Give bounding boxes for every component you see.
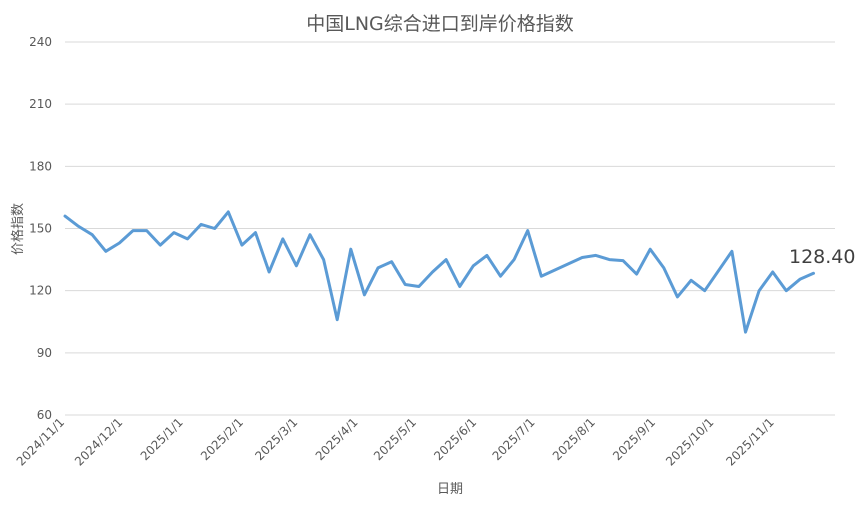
x-tick-label: 2025/4/1 <box>313 415 361 463</box>
y-axis-label: 价格指数 <box>10 203 26 255</box>
series-group <box>63 210 815 334</box>
y-axis-ticks: 60 90 120 150 180 210 240 <box>29 35 52 422</box>
x-tick-label: 2025/3/1 <box>252 415 300 463</box>
y-tick-label: 60 <box>37 408 52 422</box>
chart-title: 中国LNG综合进口到岸价格指数 <box>306 13 574 35</box>
x-tick-label: 2024/11/1 <box>14 415 67 468</box>
x-tick-label: 2025/11/1 <box>723 415 776 468</box>
y-tick-label: 150 <box>29 222 52 236</box>
end-value-label: 128.40 <box>789 246 855 268</box>
gridlines <box>65 41 835 416</box>
x-tick-label: 2025/9/1 <box>610 415 658 463</box>
series-line-0 <box>63 210 815 334</box>
x-tick-label: 2025/5/1 <box>371 415 419 463</box>
y-tick-label: 240 <box>29 35 52 49</box>
x-tick-label: 2024/12/1 <box>72 415 125 468</box>
x-tick-label: 2025/2/1 <box>198 415 246 463</box>
y-tick-label: 90 <box>37 346 52 360</box>
y-tick-label: 180 <box>29 159 52 173</box>
x-axis-label: 日期 <box>437 482 463 497</box>
x-tick-label: 2025/1/1 <box>138 415 186 463</box>
x-tick-label: 2025/6/1 <box>431 415 479 463</box>
x-tick-label: 2025/8/1 <box>550 415 598 463</box>
y-tick-label: 120 <box>29 284 52 298</box>
y-tick-label: 210 <box>29 97 52 111</box>
x-tick-label: 2025/10/1 <box>663 415 716 468</box>
x-tick-label: 2025/7/1 <box>490 415 538 463</box>
x-axis-ticks: 2024/11/1 2024/12/1 2025/1/1 2025/2/1 2025/3… <box>14 415 777 468</box>
